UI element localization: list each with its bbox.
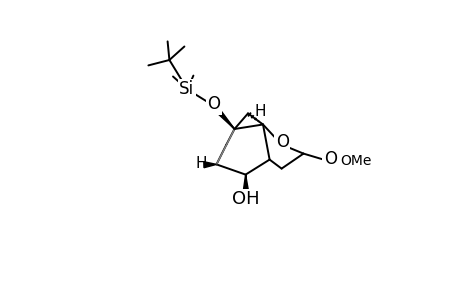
Text: O: O <box>207 95 220 113</box>
Text: H: H <box>195 156 207 171</box>
Polygon shape <box>203 162 216 168</box>
Polygon shape <box>211 103 234 129</box>
Text: OH: OH <box>231 190 259 208</box>
Text: O: O <box>275 133 288 151</box>
Text: H: H <box>254 104 265 119</box>
Text: OMe: OMe <box>339 154 371 168</box>
Polygon shape <box>243 175 248 192</box>
Text: O: O <box>323 150 336 168</box>
Text: Si: Si <box>179 80 194 98</box>
